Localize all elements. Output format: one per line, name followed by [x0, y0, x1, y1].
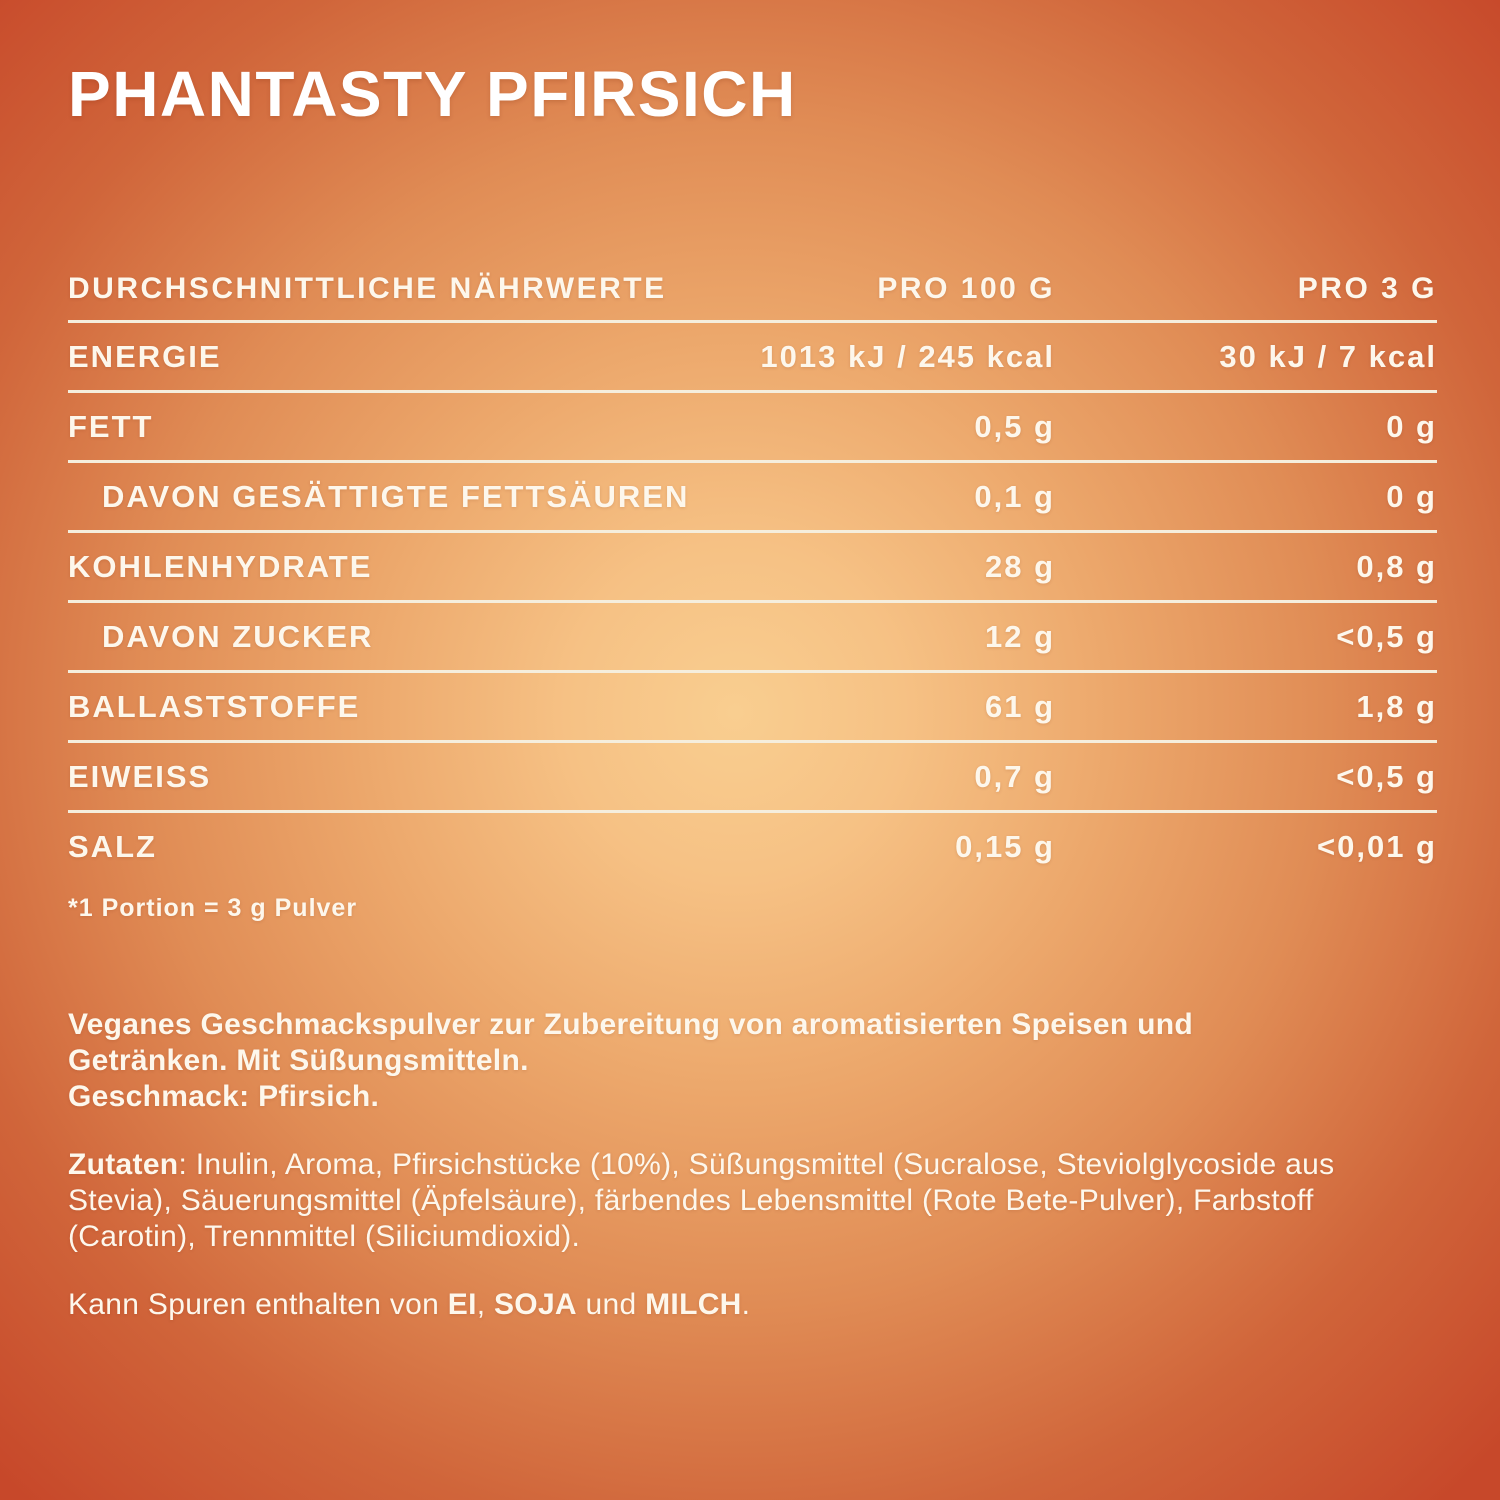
nutrient-label: EIWEISS: [68, 758, 212, 794]
column-header-nutrients: DURCHSCHNITTLICHE NÄHRWERTE: [68, 272, 667, 305]
per-100g-value: 1013 kJ / 245 kcal: [760, 338, 1055, 374]
table-row: KOHLENHYDRATE 28 g 0,8 g: [68, 533, 1437, 603]
text-part: und: [576, 1288, 646, 1321]
text-part: SOJA: [494, 1288, 577, 1321]
per-3g-value: <0,5 g: [1336, 618, 1437, 654]
portion-footnote: *1 Portion = 3 g Pulver: [68, 894, 358, 922]
table-row: SALZ 0,15 g <0,01 g: [68, 813, 1437, 880]
nutrient-label: BALLASTSTOFFE: [68, 688, 361, 724]
text-part: Kann Spuren enthalten von: [68, 1288, 448, 1321]
text-part: MILCH: [645, 1288, 742, 1321]
nutrition-rows: ENERGIE 1013 kJ / 245 kcal 30 kJ / 7 kcal F…: [68, 323, 1437, 880]
ingredients-paragraph: Zutaten: Inulin, Aroma, Pfirsichstücke (…: [68, 1147, 1437, 1255]
per-3g-value: 0 g: [1386, 478, 1437, 514]
table-header-row: DURCHSCHNITTLICHE NÄHRWERTE PRO 100 G PR…: [68, 258, 1437, 323]
per-100g-value: 12 g: [984, 618, 1055, 654]
nutrient-label: FETT: [68, 408, 154, 444]
per-3g-value: 0,8 g: [1356, 548, 1437, 584]
column-header-per-3g: PRO 3 G: [1297, 272, 1437, 305]
text-part: Zutaten: [68, 1148, 179, 1181]
table-row: ENERGIE 1013 kJ / 245 kcal 30 kJ / 7 kcal: [68, 323, 1437, 393]
nutrient-label: SALZ: [68, 828, 157, 864]
nutrient-label: DAVON ZUCKER: [102, 618, 374, 654]
per-100g-value: 61 g: [984, 688, 1055, 724]
product-description: Veganes Geschmackspulver zur Zubereitung…: [68, 1007, 1318, 1115]
per-3g-value: <0,01 g: [1317, 828, 1437, 864]
column-header-per-100g: PRO 100 G: [877, 272, 1055, 305]
table-row: FETT 0,5 g 0 g: [68, 393, 1437, 463]
product-title: PHANTASTY PFIRSICH: [68, 58, 797, 130]
text-part: ,: [476, 1288, 494, 1321]
per-3g-value: <0,5 g: [1336, 758, 1437, 794]
nutrient-label: DAVON GESÄTTIGTE FETTSÄUREN: [102, 478, 690, 514]
text-part: EI: [447, 1288, 477, 1321]
text-part: : Inulin, Aroma, Pfirsichstücke (10%), S…: [68, 1148, 1335, 1253]
table-row: DAVON ZUCKER 12 g <0,5 g: [68, 603, 1437, 673]
per-3g-value: 0 g: [1386, 408, 1437, 444]
per-100g-value: 0,15 g: [955, 828, 1055, 864]
per-3g-value: 30 kJ / 7 kcal: [1219, 338, 1437, 374]
text-part: .: [741, 1288, 751, 1321]
table-row: EIWEISS 0,7 g <0,5 g: [68, 743, 1437, 813]
nutrition-table: DURCHSCHNITTLICHE NÄHRWERTE PRO 100 G PR…: [68, 258, 1437, 880]
allergen-notice: Kann Spuren enthalten von EI, SOJA und M…: [68, 1287, 1437, 1323]
table-row: BALLASTSTOFFE 61 g 1,8 g: [68, 673, 1437, 743]
per-100g-value: 28 g: [984, 548, 1055, 584]
per-3g-value: 1,8 g: [1356, 688, 1437, 724]
nutrient-label: ENERGIE: [68, 338, 222, 374]
table-row: DAVON GESÄTTIGTE FETTSÄUREN 0,1 g 0 g: [68, 463, 1437, 533]
per-100g-value: 0,7 g: [974, 758, 1055, 794]
flavor-text: Geschmack: Pfirsich.: [68, 1080, 380, 1113]
nutrient-label: KOHLENHYDRATE: [68, 548, 373, 584]
description-text: Veganes Geschmackspulver zur Zubereitung…: [68, 1008, 1193, 1077]
per-100g-value: 0,1 g: [974, 478, 1055, 514]
per-100g-value: 0,5 g: [974, 408, 1055, 444]
